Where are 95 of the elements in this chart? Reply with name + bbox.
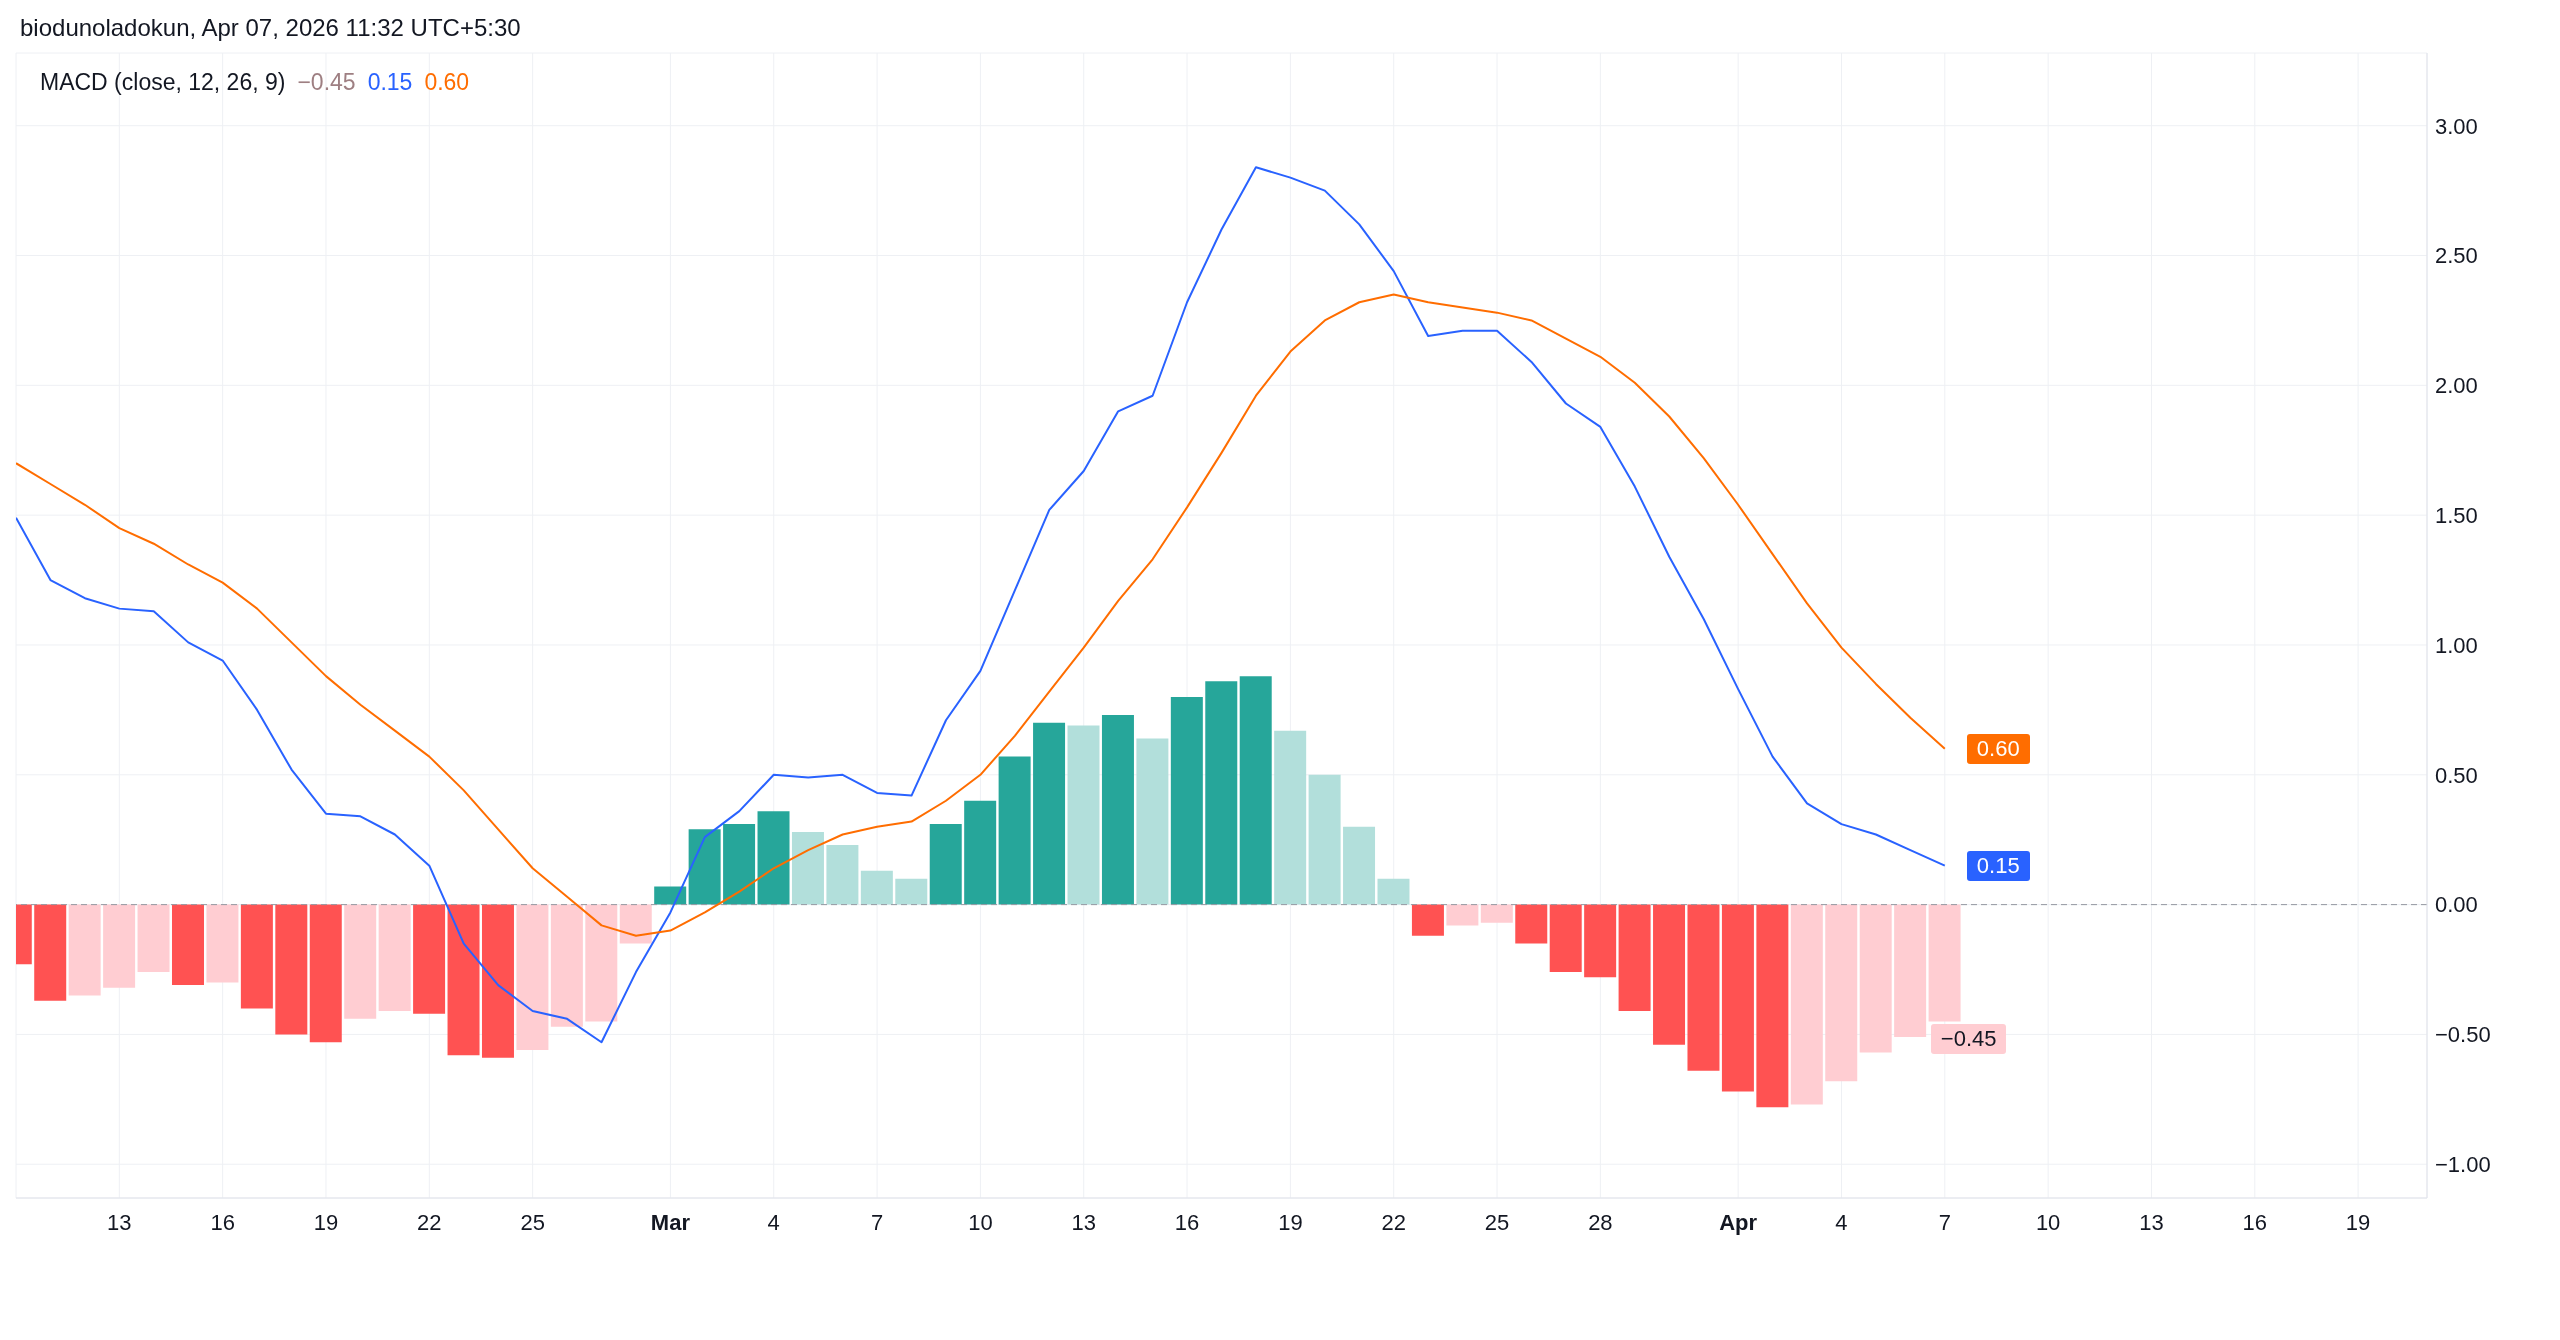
bar bbox=[1205, 681, 1238, 905]
bar bbox=[275, 904, 308, 1035]
bar bbox=[1894, 904, 1927, 1038]
data-label: 0.15 bbox=[1966, 850, 2030, 881]
bar bbox=[998, 756, 1031, 905]
bar bbox=[585, 904, 618, 1022]
x-tick-label: 7 bbox=[870, 1210, 884, 1235]
bar bbox=[481, 904, 514, 1058]
x-tick-label: 13 bbox=[2139, 1210, 2164, 1235]
bar bbox=[895, 878, 928, 905]
x-tick-label: 10 bbox=[968, 1210, 993, 1235]
bar bbox=[206, 904, 239, 983]
bar bbox=[240, 904, 273, 1009]
bar bbox=[309, 904, 342, 1043]
bar bbox=[1411, 904, 1444, 936]
bar bbox=[1756, 904, 1789, 1108]
y-tick-label: 1.00 bbox=[2435, 632, 2478, 658]
bar bbox=[1859, 904, 1892, 1053]
bar bbox=[1308, 774, 1341, 905]
bar bbox=[1721, 904, 1754, 1092]
bar bbox=[964, 800, 997, 905]
bar bbox=[1101, 715, 1134, 905]
bar bbox=[791, 831, 824, 905]
x-tick-label: 25 bbox=[520, 1210, 545, 1235]
bar bbox=[1515, 904, 1548, 944]
bar bbox=[1067, 725, 1100, 905]
bar bbox=[378, 904, 411, 1012]
bar bbox=[929, 824, 962, 905]
x-tick-label: 13 bbox=[1071, 1210, 1096, 1235]
bar bbox=[413, 904, 446, 1014]
x-tick-label: 25 bbox=[1484, 1210, 1510, 1235]
bar bbox=[1825, 904, 1858, 1082]
bar bbox=[1033, 722, 1066, 905]
bar bbox=[688, 829, 721, 905]
bar bbox=[516, 904, 549, 1051]
x-tick-label: 4 bbox=[1835, 1210, 1848, 1235]
text: biodunoladokun, Apr 07, 2026 11:32 UTC+5:30 bbox=[20, 14, 521, 42]
bar bbox=[1343, 826, 1376, 905]
y-tick-label: 1.50 bbox=[2435, 502, 2478, 528]
bar bbox=[1687, 904, 1720, 1071]
bar bbox=[1446, 904, 1479, 926]
bar bbox=[171, 904, 204, 986]
bar bbox=[344, 904, 377, 1019]
x-tick-label: 19 bbox=[313, 1210, 339, 1235]
x-tick-label: 7 bbox=[1938, 1210, 1951, 1235]
bar bbox=[757, 811, 790, 905]
bar bbox=[1480, 904, 1513, 923]
x-tick-label: 16 bbox=[210, 1210, 235, 1235]
bar bbox=[1239, 676, 1272, 905]
y-tick-label: 0.50 bbox=[2435, 762, 2478, 788]
x-tick-label: 13 bbox=[107, 1210, 132, 1235]
x-tick-label: 19 bbox=[2345, 1210, 2371, 1235]
bar bbox=[1136, 738, 1169, 905]
x-tick-label: Mar bbox=[650, 1210, 691, 1235]
bar bbox=[447, 904, 480, 1056]
bar bbox=[1584, 904, 1617, 978]
bar bbox=[550, 904, 583, 1027]
x-tick-label: 19 bbox=[1278, 1210, 1303, 1235]
x-tick-label: 16 bbox=[1174, 1210, 1200, 1235]
y-tick-label: 2.00 bbox=[2435, 373, 2478, 399]
x-tick-label: 10 bbox=[2035, 1210, 2061, 1235]
bar bbox=[1170, 696, 1203, 905]
bar bbox=[1377, 878, 1410, 905]
x-tick-label: 28 bbox=[1588, 1210, 1613, 1235]
y-tick-label: −0.50 bbox=[2435, 1022, 2491, 1048]
bar bbox=[1549, 904, 1582, 973]
bar bbox=[860, 870, 893, 905]
text: 0.60 bbox=[424, 69, 470, 95]
x-tick-label: 22 bbox=[1381, 1210, 1406, 1235]
x-tick-label: 16 bbox=[2242, 1210, 2268, 1235]
data-label: 0.60 bbox=[1966, 733, 2030, 764]
bar bbox=[137, 904, 170, 973]
bar bbox=[826, 844, 859, 905]
text: 0.15 bbox=[367, 69, 413, 95]
bar bbox=[723, 824, 756, 905]
bar bbox=[1618, 904, 1651, 1012]
data-label: −0.45 bbox=[1930, 1024, 2007, 1055]
y-tick-label: −1.00 bbox=[2435, 1152, 2491, 1178]
x-tick-label: Apr bbox=[1719, 1210, 1758, 1235]
y-tick-label: 0.00 bbox=[2435, 892, 2478, 918]
x-tick-label: 22 bbox=[417, 1210, 442, 1235]
text: −0.45 bbox=[297, 69, 356, 95]
bar bbox=[619, 904, 652, 944]
line-series bbox=[16, 293, 1946, 937]
x-tick-label: 4 bbox=[767, 1210, 780, 1235]
bar bbox=[1790, 904, 1823, 1105]
bar bbox=[103, 904, 136, 988]
bar bbox=[654, 886, 687, 905]
bar bbox=[1928, 904, 1961, 1022]
y-tick-label: 2.50 bbox=[2435, 243, 2478, 269]
y-tick-label: 3.00 bbox=[2435, 113, 2478, 139]
bar bbox=[68, 904, 101, 996]
text: MACD (close, 12, 26, 9) bbox=[40, 69, 286, 95]
bar bbox=[1274, 730, 1307, 905]
bar bbox=[1653, 904, 1686, 1045]
